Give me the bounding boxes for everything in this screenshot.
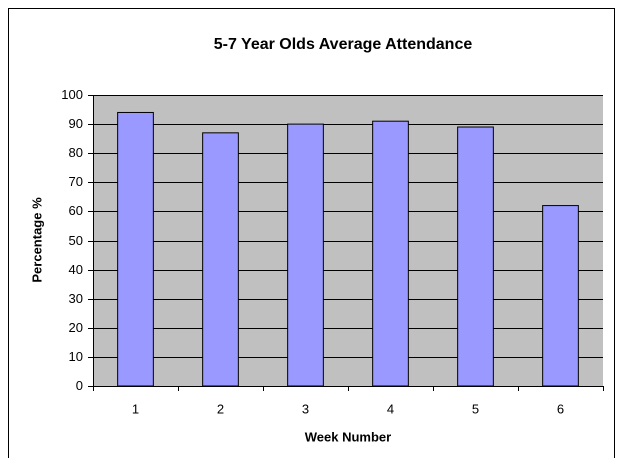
chart-title: 5-7 Year Olds Average Attendance — [214, 36, 473, 53]
y-tick-label: 30 — [69, 291, 83, 306]
y-tick-label: 60 — [69, 203, 83, 218]
y-tick-label: 10 — [69, 349, 83, 364]
x-tick-label: 1 — [132, 401, 139, 416]
y-tick-label: 100 — [61, 87, 83, 102]
y-tick-label: 40 — [69, 262, 83, 277]
bar — [202, 132, 239, 387]
y-tick-label: 50 — [69, 233, 83, 248]
y-tick-label: 20 — [69, 320, 83, 335]
y-tick-label: 90 — [69, 116, 83, 131]
x-tick-label: 4 — [387, 401, 394, 416]
x-tick-label: 6 — [557, 401, 564, 416]
bar — [542, 205, 579, 387]
x-tick-label: 2 — [217, 401, 224, 416]
y-tick-label: 0 — [76, 378, 83, 393]
y-tick-label: 70 — [69, 174, 83, 189]
bar — [372, 120, 409, 387]
y-axis-title: Percentage % — [29, 197, 44, 283]
x-tick-label: 3 — [302, 401, 309, 416]
x-tick-label: 5 — [472, 401, 479, 416]
bar — [117, 111, 154, 387]
bar — [287, 123, 324, 387]
y-tick-label: 80 — [69, 145, 83, 160]
bar — [457, 126, 494, 387]
x-axis-title: Week Number — [305, 429, 391, 444]
plot-area — [93, 95, 603, 386]
